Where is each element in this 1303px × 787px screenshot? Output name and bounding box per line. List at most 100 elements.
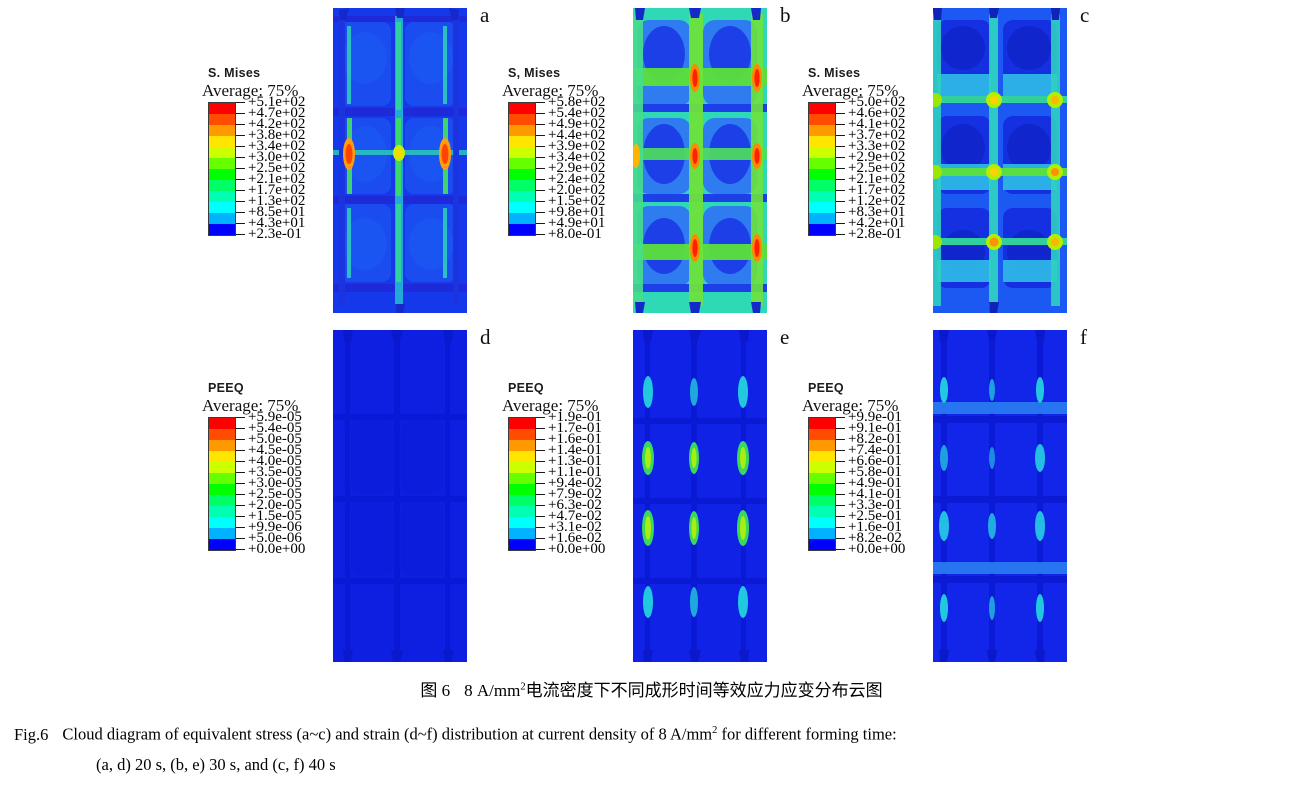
legend-a-swatch-0 xyxy=(209,103,235,114)
legend-d-tick-row: +2.5e-05 xyxy=(236,487,305,505)
legend-c-tick-label: +2.9e+02 xyxy=(848,149,906,165)
legend-c-tick-label: +3.7e+02 xyxy=(848,127,906,143)
legend-b-tick-label: +2.0e+02 xyxy=(548,182,606,198)
legend-b-tick-label: +2.9e+02 xyxy=(548,160,606,176)
tick-dash-icon xyxy=(536,494,545,495)
legend-d-tick-label: +1.5e-05 xyxy=(248,508,302,524)
tick-dash-icon xyxy=(836,461,845,462)
tick-dash-icon xyxy=(836,212,845,213)
tick-dash-icon xyxy=(836,450,845,451)
panel-letter-e: e xyxy=(780,325,790,349)
contour-svg-e xyxy=(633,330,767,662)
tick-dash-icon xyxy=(836,483,845,484)
tick-dash-icon xyxy=(536,516,545,517)
tick-dash-icon xyxy=(536,527,545,528)
contour-svg-c xyxy=(933,8,1067,313)
legend-e-title: PEEQ xyxy=(508,381,544,395)
tick-dash-icon xyxy=(236,428,245,429)
legend-a-tick-label: +4.7e+02 xyxy=(248,105,306,121)
legend-f-tick-label: +1.6e-01 xyxy=(848,519,902,535)
tick-dash-icon xyxy=(836,505,845,506)
tick-dash-icon xyxy=(236,461,245,462)
legend-a-swatch-5 xyxy=(209,158,235,169)
legend-d-swatch-8 xyxy=(209,506,235,517)
caption-en-line2: (a, d) 20 s, (b, e) 30 s, and (c, f) 40 … xyxy=(96,754,336,774)
tick-dash-icon xyxy=(536,483,545,484)
legend-f-tick-label: +9.9e-01 xyxy=(848,409,902,425)
legend-f-tick-label: +4.1e-01 xyxy=(848,486,902,502)
legend-d-swatch-2 xyxy=(209,440,235,451)
legend-e-swatch-4 xyxy=(509,462,535,473)
tick-dash-icon xyxy=(236,483,245,484)
legend-f-average: Average: 75% xyxy=(802,396,899,415)
tick-dash-icon xyxy=(836,494,845,495)
legend-f-tick-label: +3.3e-01 xyxy=(848,497,902,513)
legend-b-tick-label: +4.9e+02 xyxy=(548,116,606,132)
caption-en-text-b: for different forming time: xyxy=(717,724,897,744)
tick-dash-icon xyxy=(236,494,245,495)
legend-e-swatch-11 xyxy=(509,539,535,550)
legend-d-tick-label: +3.0e-05 xyxy=(248,475,302,491)
legend-b-tick-label: +8.0e-01 xyxy=(548,226,602,242)
legend-c-swatch-8 xyxy=(809,191,835,202)
panel-letter-a: a xyxy=(480,3,490,27)
tick-dash-icon xyxy=(836,113,845,114)
tick-dash-icon xyxy=(236,417,245,418)
legend-b-tick-row: +8.0e-01 xyxy=(536,227,605,245)
legend-d-tick-row: +5.0e-05 xyxy=(236,432,305,450)
legend-c-tick-label: +4.1e+02 xyxy=(848,116,906,132)
legend-c-ticks: +5.0e+02 +4.6e+02 +4.1e+02 +3.7e+02 +3.3e+02… xyxy=(836,95,906,245)
legend-b-tick-row: +4.9e+01 xyxy=(536,216,605,234)
legend-f-tick-label: +5.8e-01 xyxy=(848,464,902,480)
legend-b-swatch-1 xyxy=(509,114,535,125)
legend-a-swatch-2 xyxy=(209,125,235,136)
legend-c-tick-label: +8.3e+01 xyxy=(848,204,906,220)
legend-a-tick-label: +3.4e+02 xyxy=(248,138,306,154)
tick-dash-icon xyxy=(536,201,545,202)
legend-d-tick-label: +2.0e-05 xyxy=(248,497,302,513)
legend-b-swatch-9 xyxy=(509,202,535,213)
legend-f-tick-label: +8.2e-02 xyxy=(848,530,902,546)
contour-panel-f xyxy=(933,330,1067,662)
caption-en-label: Fig.6 xyxy=(14,724,49,744)
legend-f-swatch-5 xyxy=(809,473,835,484)
tick-dash-icon xyxy=(236,179,245,180)
legend-c-tick-row: +3.3e+02 xyxy=(836,139,905,157)
legend-f-title: PEEQ xyxy=(808,381,844,395)
tick-dash-icon xyxy=(836,201,845,202)
legend-f-tick-row: +8.2e-02 xyxy=(836,531,905,549)
legend-a-tick-label: +2.5e+02 xyxy=(248,160,306,176)
legend-c-tick-row: +2.8e-01 xyxy=(836,227,905,245)
legend-b-tick-label: +5.8e+02 xyxy=(548,94,606,110)
legend-d-tick-row: +5.0e-06 xyxy=(236,531,305,549)
tick-dash-icon xyxy=(836,135,845,136)
legend-d-swatch-6 xyxy=(209,484,235,495)
legend-c-swatch-4 xyxy=(809,147,835,158)
legend-c-tick-row: +2.9e+02 xyxy=(836,150,905,168)
legend-a-tick-row: +4.3e+01 xyxy=(236,216,305,234)
tick-dash-icon xyxy=(536,417,545,418)
legend-d-tick-label: +2.5e-05 xyxy=(248,486,302,502)
tick-dash-icon xyxy=(536,190,545,191)
legend-e-tick-label: +1.7e-01 xyxy=(548,420,602,436)
legend-d-tick-label: +5.0e-06 xyxy=(248,530,302,546)
legend-c-tick-row: +2.5e+02 xyxy=(836,161,905,179)
legend-b-tick-row: +3.4e+02 xyxy=(536,150,605,168)
legend-e-tick-row: +9.4e-02 xyxy=(536,476,605,494)
legend-b-tick-label: +1.5e+02 xyxy=(548,193,606,209)
legend-c-swatch-1 xyxy=(809,114,835,125)
legend-f-tick-row: +7.4e-01 xyxy=(836,443,905,461)
legend-d-tick-row: +4.0e-05 xyxy=(236,454,305,472)
legend-a-tick-row: +2.3e-01 xyxy=(236,227,305,245)
legend-d-swatch-4 xyxy=(209,462,235,473)
legend-c-tick-row: +4.2e+01 xyxy=(836,216,905,234)
legend-a-tick-row: +3.0e+02 xyxy=(236,150,305,168)
legend-f-swatch-4 xyxy=(809,462,835,473)
legend-b-tick-label: +3.9e+02 xyxy=(548,138,606,154)
tick-dash-icon xyxy=(236,505,245,506)
legend-c: S. Mises Average: 75% +5.0e+02 +4.6e+02 +4… xyxy=(802,66,905,245)
legend-d-tick-row: +9.9e-06 xyxy=(236,520,305,538)
tick-dash-icon xyxy=(536,113,545,114)
legend-e-tick-label: +3.1e-02 xyxy=(548,519,602,535)
tick-dash-icon xyxy=(836,417,845,418)
